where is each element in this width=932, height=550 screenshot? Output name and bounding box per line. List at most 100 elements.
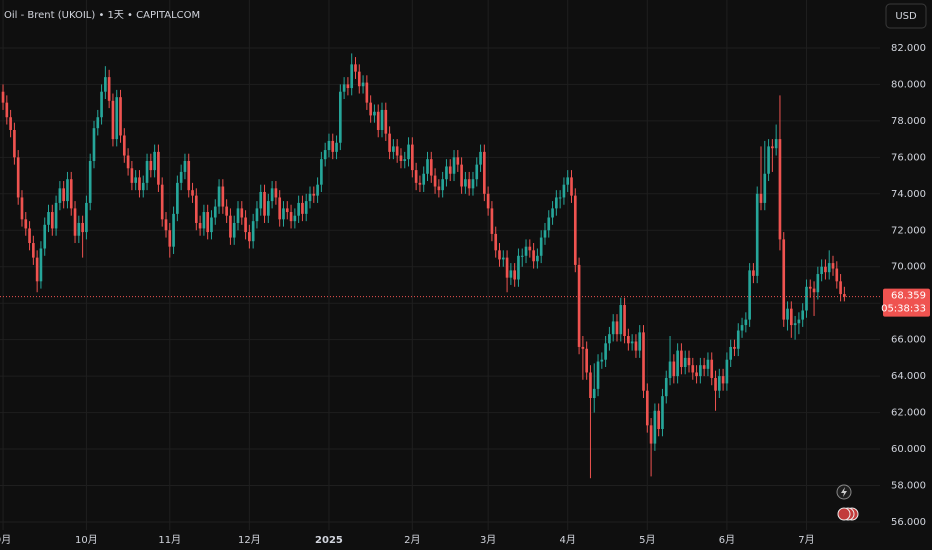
candle-body [532,250,535,262]
candle-body [342,84,346,92]
candle-body [225,206,228,216]
candle-body [85,202,88,233]
candle-body [35,257,39,282]
candle-body [255,208,259,222]
candle-body [638,332,642,351]
candle-body [691,365,695,373]
candle-body [172,213,175,247]
candle-body [373,111,376,116]
candle-body [407,144,410,160]
candle-body [592,388,596,399]
candle-body [320,159,323,185]
candle-body [615,321,619,335]
candle-body [464,179,467,187]
x-tick-label: 6月 [719,534,735,546]
candle-body [392,146,395,152]
candle-body [138,177,141,191]
candle-body [555,197,558,209]
x-tick-label: 12月 [238,534,261,546]
last-price-label: 68.359 [891,291,926,302]
candle-body [831,263,835,269]
y-tick-label: 82.000 [891,43,926,54]
candle-body [77,222,81,236]
candle-body [740,325,744,331]
candle-body [145,160,149,183]
candle-body [596,361,600,389]
candle-body [839,281,842,295]
candle-body [399,155,403,161]
candle-body [486,193,490,209]
candle-body [202,212,206,229]
candle-body [611,321,615,335]
candle-body [456,157,460,165]
y-tick-label: 72.000 [891,225,926,236]
candle-body [179,171,183,183]
y-tick-label: 66.000 [891,335,926,346]
candle-body [543,230,547,238]
x-tick-label: 9月 [0,534,11,546]
candle-body [812,288,816,293]
candle-body [32,243,35,258]
candle-body [653,410,657,444]
candle-body [304,201,308,214]
candle-body [539,237,543,256]
candle-body [570,177,573,196]
candle-body [213,206,217,218]
candle-body [505,257,509,278]
candle-body [369,102,372,116]
candle-body [752,270,755,276]
candle-body [92,128,96,161]
candle-body [164,219,168,231]
candle-body [365,82,369,103]
candle-body [661,396,664,429]
y-tick-label: 76.000 [891,152,926,163]
candle-body [58,188,62,203]
y-tick-label: 80.000 [891,79,926,90]
candle-body [100,91,103,118]
candle-body [623,305,626,337]
candle-body [604,343,607,360]
candle-body [452,157,456,174]
candle-body [141,182,145,191]
candle-body [183,160,187,172]
candle-body [668,361,672,378]
candle-body [782,239,786,320]
candle-body [289,212,293,222]
candle-body [517,255,520,280]
candle-body [710,359,714,378]
y-tick-label: 64.000 [891,371,926,382]
candle-body [191,190,194,196]
candle-body [312,193,316,196]
currency-label[interactable]: USD [895,11,917,22]
candle-body [786,308,789,320]
x-tick-label: 11月 [158,534,181,546]
candle-body [573,195,577,265]
candle-body [748,270,751,320]
candle-body [759,193,763,203]
candle-body [122,135,126,156]
currency-button[interactable] [885,3,927,29]
candle-body [695,372,698,377]
candle-body [107,77,111,101]
candle-body [729,346,733,360]
candle-body [820,266,823,275]
candle-body [793,323,797,326]
candle-body [206,212,210,233]
candle-body [111,100,115,140]
candle-body [577,264,581,347]
candle-body [767,146,770,174]
candle-body [232,222,236,238]
candle-body [327,140,331,151]
candle-body [388,133,391,152]
flag-icon[interactable] [837,507,851,521]
candle-body [687,357,691,366]
candle-body [81,222,84,233]
candle-body [28,228,31,244]
candle-body [149,160,153,171]
x-tick-label: 7月 [798,534,814,546]
candle-body [513,270,516,280]
candle-body [210,217,213,233]
candle-body [297,202,300,216]
candle-body [50,212,54,229]
candle-body [441,179,444,191]
